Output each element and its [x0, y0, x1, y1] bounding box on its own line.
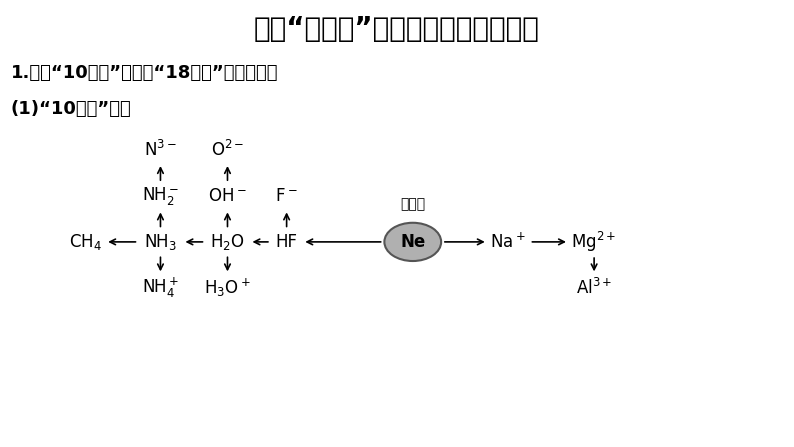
Text: Mg$^{2+}$: Mg$^{2+}$ [572, 230, 617, 254]
Text: OH$^-$: OH$^-$ [208, 187, 247, 205]
Text: 出发点: 出发点 [400, 197, 426, 211]
Text: Na$^+$: Na$^+$ [490, 232, 525, 252]
Text: H$_2$O: H$_2$O [210, 232, 245, 252]
Text: 1.寻找“10电子”微粒和“18电子”微粒的方法: 1.寻找“10电子”微粒和“18电子”微粒的方法 [10, 63, 278, 82]
Text: HF: HF [276, 233, 298, 251]
Text: CH$_4$: CH$_4$ [69, 232, 102, 252]
Text: Al$^{3+}$: Al$^{3+}$ [576, 278, 612, 298]
Text: 寻找“等电子”微粒的思维方法及应用: 寻找“等电子”微粒的思维方法及应用 [254, 15, 540, 42]
Text: NH$_2^-$: NH$_2^-$ [142, 185, 179, 207]
Text: F$^-$: F$^-$ [276, 187, 298, 205]
Text: Ne: Ne [400, 233, 426, 251]
Text: NH$_4^+$: NH$_4^+$ [142, 275, 179, 299]
Text: O$^{2-}$: O$^{2-}$ [210, 140, 245, 160]
Text: NH$_3$: NH$_3$ [144, 232, 177, 252]
Text: (1)“10电子”微粒: (1)“10电子”微粒 [10, 101, 132, 118]
Text: N$^{3-}$: N$^{3-}$ [144, 140, 177, 160]
Text: H$_3$O$^+$: H$_3$O$^+$ [204, 276, 251, 299]
Ellipse shape [384, 223, 441, 261]
